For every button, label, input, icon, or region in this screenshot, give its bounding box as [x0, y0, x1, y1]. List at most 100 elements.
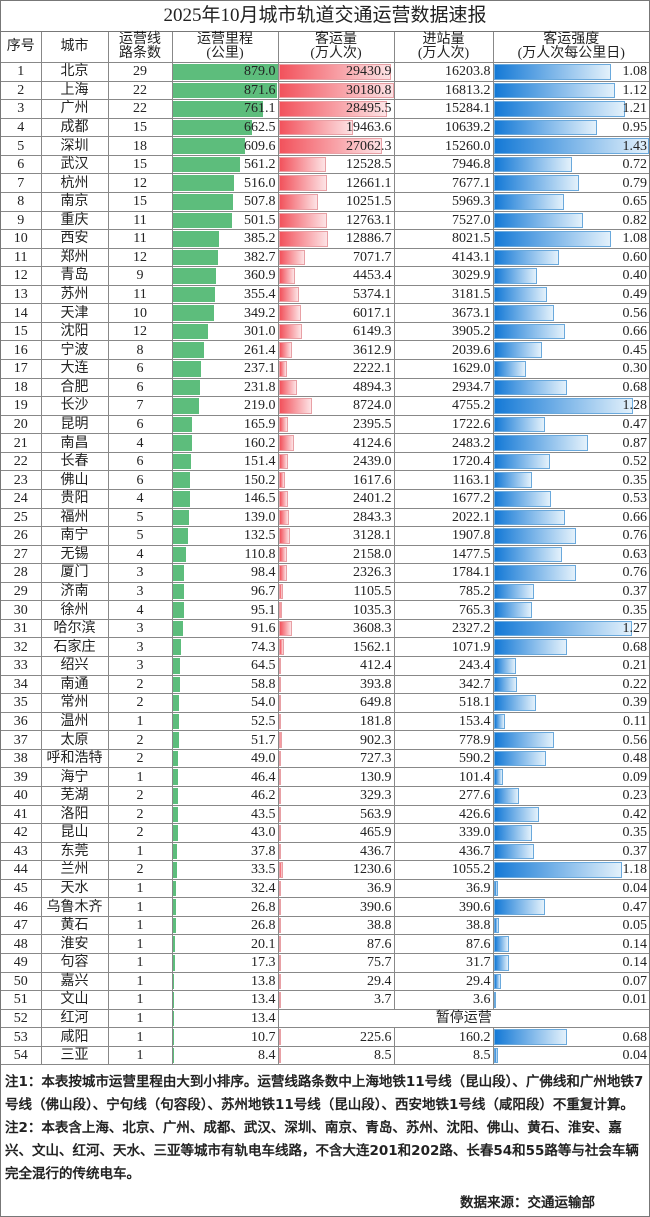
- table-row: 17 大连 6 237.1 2222.1 1629.0 0.30: [1, 359, 649, 379]
- rank-cell: 19: [1, 396, 42, 416]
- mileage-bar: [172, 268, 216, 284]
- entries-cell: 29.4: [393, 971, 494, 992]
- ridership-value: 38.8: [367, 918, 392, 934]
- table-row: 35 常州 2 54.0 649.8 518.1 0.39: [1, 693, 649, 713]
- ridership-cell: 3.7: [277, 990, 395, 1010]
- ridership-bar: [278, 416, 288, 433]
- mileage-bar: [172, 732, 179, 748]
- table-row: 45 天水 1 32.4 36.9 36.9 0.04: [1, 878, 649, 899]
- mileage-bar: [172, 992, 175, 1008]
- mileage-value: 261.4: [244, 342, 276, 358]
- ridership-value: 2439.0: [353, 454, 392, 470]
- entries-cell: 8.5: [393, 1045, 494, 1066]
- ridership-bar: [278, 175, 327, 191]
- ridership-bar: [278, 862, 284, 878]
- mileage-bar: [172, 175, 235, 191]
- mileage-value: 13.4: [251, 992, 276, 1008]
- entries-cell: 1071.9: [393, 637, 494, 657]
- ridership-bar: [278, 936, 281, 952]
- intensity-bar: [493, 342, 543, 358]
- mileage-value: 20.1: [251, 936, 276, 952]
- line-count-cell: 2: [107, 860, 173, 880]
- ridership-value: 8724.0: [353, 398, 392, 414]
- entries-cell: 87.6: [393, 934, 494, 954]
- table-row: 37 太原 2 51.7 902.3 778.9 0.56: [1, 730, 649, 750]
- mileage-cell: 13.4: [171, 990, 279, 1010]
- city-cell: 大连: [40, 359, 109, 379]
- intensity-bar: [493, 917, 499, 934]
- ridership-cell: 7071.7: [277, 247, 395, 268]
- ridership-cell: 4453.4: [277, 266, 395, 286]
- ridership-bar: [278, 101, 388, 117]
- intensity-value: 1.12: [622, 82, 648, 98]
- ridership-cell: 436.7: [277, 841, 395, 862]
- intensity-cell: 0.23: [492, 785, 649, 806]
- intensity-cell: 0.72: [492, 154, 649, 175]
- mileage-cell: 58.8: [171, 674, 279, 695]
- mileage-value: 52.5: [251, 713, 276, 729]
- ridership-value: 4894.3: [353, 379, 392, 395]
- table-row: 49 句容 1 17.3 75.7 31.7 0.14: [1, 953, 649, 973]
- mileage-bar: [172, 769, 179, 785]
- mileage-cell: 49.0: [171, 748, 279, 769]
- mileage-value: 349.2: [244, 305, 276, 321]
- intensity-cell: 0.68: [492, 1027, 649, 1047]
- mileage-cell: 871.6: [171, 80, 279, 101]
- intensity-value: 0.42: [622, 806, 648, 822]
- ridership-cell: 3612.9: [277, 340, 395, 360]
- ridership-value: 3128.1: [353, 528, 392, 544]
- ridership-value: 75.7: [367, 955, 392, 971]
- line-count-cell: 11: [107, 284, 173, 305]
- ridership-bar: [278, 955, 281, 971]
- mileage-value: 237.1: [244, 361, 276, 377]
- rank-cell: 2: [1, 80, 42, 101]
- mileage-cell: 26.8: [171, 915, 279, 936]
- line-count-cell: 2: [107, 674, 173, 695]
- rank-cell: 9: [1, 210, 42, 231]
- ridership-bar: [278, 917, 281, 934]
- intensity-cell: 0.56: [492, 730, 649, 750]
- city-cell: 上海: [40, 80, 109, 101]
- intensity-cell: 0.04: [492, 878, 649, 899]
- table-row: 11 郑州 12 382.7 7071.7 4143.1 0.60: [1, 247, 649, 268]
- city-cell: 黄石: [40, 915, 109, 936]
- ridership-bar: [278, 361, 287, 377]
- intensity-bar: [493, 193, 565, 210]
- city-cell: 天水: [40, 878, 109, 899]
- entries-cell: 1907.8: [393, 526, 494, 546]
- intensity-value: 0.21: [622, 658, 648, 674]
- entries-cell: 2022.1: [393, 507, 494, 528]
- city-cell: 南通: [40, 674, 109, 695]
- city-cell: 成都: [40, 117, 109, 138]
- mileage-bar: [172, 156, 240, 173]
- intensity-bar: [493, 379, 568, 396]
- notes: 注1：本表按城市运营里程由大到小排序。运营线路条数中上海地铁11号线（昆山段）、…: [1, 1065, 649, 1215]
- mileage-bar: [172, 862, 177, 878]
- table-row: 36 温州 1 52.5 181.8 153.4 0.11: [1, 711, 649, 732]
- intensity-bar: [493, 973, 502, 990]
- intensity-bar: [493, 546, 562, 563]
- mileage-cell: 150.2: [171, 470, 279, 490]
- entries-cell: 1784.1: [393, 563, 494, 583]
- mileage-bar: [172, 1029, 174, 1045]
- mileage-bar: [172, 546, 186, 563]
- intensity-cell: 1.43: [492, 136, 649, 156]
- mileage-cell: 301.0: [171, 321, 279, 342]
- table-row: 46 乌鲁木齐 1 26.8 390.6 390.6 0.47: [1, 897, 649, 917]
- line-count-cell: 1: [107, 915, 173, 936]
- rank-cell: 37: [1, 730, 42, 750]
- rank-cell: 54: [1, 1045, 42, 1066]
- header-ridership: 客运量 (万人次): [277, 32, 395, 63]
- city-cell: 海宁: [40, 767, 109, 787]
- line-count-cell: 4: [107, 544, 173, 565]
- intensity-bar: [493, 639, 568, 655]
- line-count-cell: 3: [107, 637, 173, 657]
- city-cell: 合肥: [40, 377, 109, 398]
- intensity-value: 0.52: [622, 454, 648, 470]
- ridership-cell: 12886.7: [277, 229, 395, 249]
- intensity-bar: [493, 286, 547, 303]
- city-cell: 绍兴: [40, 656, 109, 676]
- ridership-value: 2401.2: [353, 491, 392, 507]
- ridership-bar: [278, 992, 281, 1008]
- table-row: 16 宁波 8 261.4 3612.9 2039.6 0.45: [1, 340, 649, 360]
